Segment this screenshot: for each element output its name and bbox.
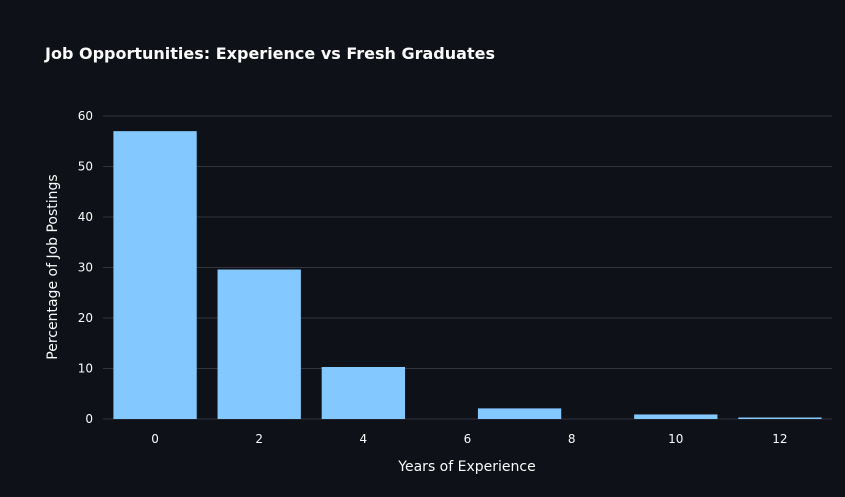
y-tick-label-0: 0 — [85, 412, 93, 426]
bar-2[interactable] — [217, 269, 301, 419]
bar-12[interactable] — [738, 417, 822, 419]
chart-title: Job Opportunities: Experience vs Fresh G… — [44, 44, 495, 63]
y-axis-title: Percentage of Job Postings — [45, 174, 61, 359]
y-tick-label-30: 30 — [78, 261, 93, 275]
y-tick-label-50: 50 — [78, 160, 93, 174]
x-tick-label-4: 4 — [360, 432, 368, 446]
y-tick-label-60: 60 — [78, 109, 93, 123]
x-tick-label-2: 2 — [255, 432, 263, 446]
x-tick-label-6: 6 — [464, 432, 472, 446]
x-tick-label-0: 0 — [151, 432, 159, 446]
y-tick-label-40: 40 — [78, 210, 93, 224]
bar-7[interactable] — [477, 408, 562, 419]
x-tick-labels: 0 2 4 6 8 10 12 — [151, 432, 787, 446]
y-tick-label-10: 10 — [78, 362, 93, 376]
bar-0[interactable] — [113, 131, 197, 419]
y-tick-labels: 0 10 20 30 40 50 60 — [78, 109, 93, 426]
bars — [113, 131, 822, 419]
x-tick-label-10: 10 — [668, 432, 683, 446]
x-tick-label-12: 12 — [772, 432, 787, 446]
y-tick-label-20: 20 — [78, 311, 93, 325]
x-tick-label-8: 8 — [568, 432, 576, 446]
bar-10[interactable] — [634, 414, 718, 419]
bar-4[interactable] — [321, 366, 406, 419]
x-axis-title: Years of Experience — [397, 459, 535, 475]
gridlines — [103, 115, 832, 420]
